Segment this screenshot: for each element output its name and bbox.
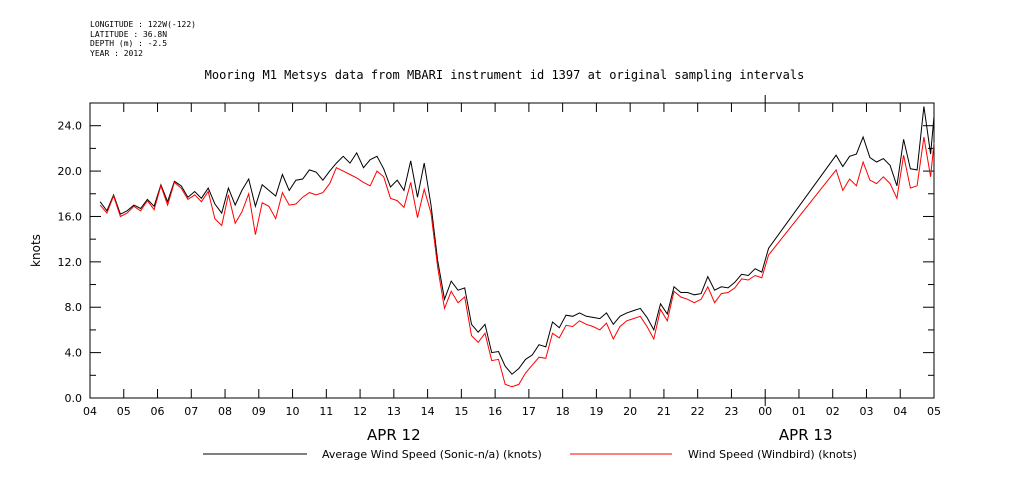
y-axis-label: knots: [29, 234, 43, 267]
x-tick-label: 08: [218, 405, 232, 418]
x-tick-label: 19: [589, 405, 603, 418]
metadata-block: LONGITUDE : 122W(-122) LATITUDE : 36.8N …: [90, 20, 196, 58]
x-tick-label: 14: [421, 405, 435, 418]
x-tick-label: 21: [657, 405, 671, 418]
x-tick-label: 09: [252, 405, 266, 418]
x-tick-label: 10: [286, 405, 300, 418]
x-tick-label: 11: [319, 405, 333, 418]
x-tick-label: 12: [353, 405, 367, 418]
x-tick-label: 18: [556, 405, 570, 418]
y-tick-label: 8.0: [65, 301, 83, 314]
x-tick-label: 05: [117, 405, 131, 418]
x-tick-label: 02: [826, 405, 840, 418]
series-layer: [99, 106, 935, 388]
x-tick-label: 04: [893, 405, 907, 418]
y-tick-label: 20.0: [58, 165, 83, 178]
x-tick-label: 01: [792, 405, 806, 418]
legend-average-wind-speed-label: Average Wind Speed (Sonic-n/a) (knots): [322, 448, 542, 461]
plot-frame: [89, 102, 935, 399]
y-tick-label: 16.0: [58, 210, 83, 223]
y-tick-label: 4.0: [65, 347, 83, 360]
x-tick-label: 23: [724, 405, 738, 418]
legend: Average Wind Speed (Sonic-n/a) (knots) Wi…: [203, 448, 857, 461]
day-label: APR 12: [367, 426, 421, 444]
x-tick-label: 17: [522, 405, 536, 418]
series-line-average-wind-speed: [99, 106, 935, 375]
x-tick-label: 04: [83, 405, 97, 418]
day-label: APR 13: [779, 426, 833, 444]
latitude-label: LATITUDE : 36.8N: [90, 29, 168, 39]
x-tick-label: 20: [623, 405, 637, 418]
series-line-windbird-wind-speed: [99, 136, 935, 388]
longitude-label: LONGITUDE : 122W(-122): [90, 20, 196, 29]
x-tick-label: 03: [859, 405, 873, 418]
legend-windbird-wind-speed-label: Wind Speed (Windbird) (knots): [688, 448, 857, 461]
year-label: YEAR : 2012: [90, 48, 143, 58]
x-tick-label: 16: [488, 405, 502, 418]
x-tick-label: 00: [758, 405, 772, 418]
depth-label: DEPTH (m) : -2.5: [90, 39, 168, 48]
axes-group: 0.0 4.0 8.0 12.0 16.0 20.0 24.0 04 05 06 07 08 09 10 1…: [29, 95, 941, 444]
chart-title: Mooring M1 Metsys data from MBARI instru…: [204, 68, 805, 82]
x-tick-label: 07: [184, 405, 198, 418]
x-tick-label: 05: [927, 405, 941, 418]
x-tick-label: 06: [151, 405, 165, 418]
y-tick-label: 0.0: [65, 392, 83, 405]
x-tick-label: 22: [691, 405, 705, 418]
x-tick-label: 13: [387, 405, 401, 418]
x-tick-label: 15: [454, 405, 468, 418]
y-tick-label: 12.0: [58, 256, 83, 269]
y-tick-label: 24.0: [58, 120, 83, 133]
